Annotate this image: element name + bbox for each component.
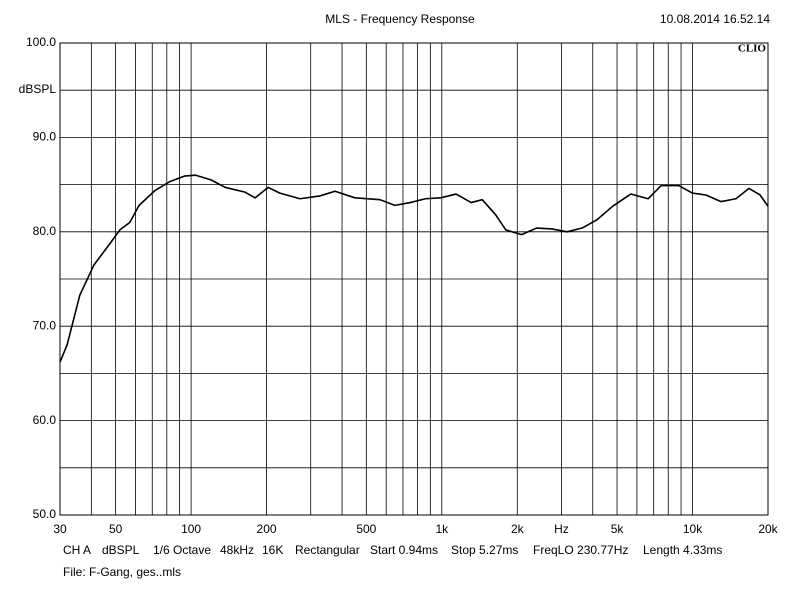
x-tick-label: 10k bbox=[683, 522, 703, 536]
measurement-info: 16K bbox=[262, 543, 283, 557]
x-tick-label: 500 bbox=[356, 522, 376, 536]
y-tick-label: 50.0 bbox=[33, 507, 57, 521]
x-tick-label: 100 bbox=[181, 522, 201, 536]
timestamp: 10.08.2014 16.52.14 bbox=[660, 12, 770, 26]
y-tick-label: 70.0 bbox=[33, 318, 57, 332]
x-tick-label: 200 bbox=[257, 522, 277, 536]
x-tick-label: 30 bbox=[53, 522, 67, 536]
plot-frame bbox=[59, 42, 769, 516]
measurement-info: CH A bbox=[63, 543, 91, 557]
chart-title: MLS - Frequency Response bbox=[325, 12, 475, 26]
x-tick-label: 20k bbox=[758, 522, 778, 536]
measurement-info: Start 0.94ms bbox=[370, 543, 438, 557]
x-tick-label: 5k bbox=[611, 522, 625, 536]
y-tick-label: 100.0 bbox=[26, 35, 56, 49]
x-tick-label: Hz bbox=[554, 522, 569, 536]
y-tick-label: 60.0 bbox=[33, 413, 57, 427]
x-tick-label: 1k bbox=[435, 522, 449, 536]
measurement-info: FreqLO 230.77Hz bbox=[533, 543, 628, 557]
response-curve bbox=[59, 174, 769, 363]
measurement-info: Rectangular bbox=[295, 543, 360, 557]
measurement-info: Length 4.33ms bbox=[643, 543, 722, 557]
x-tick-label: 50 bbox=[109, 522, 123, 536]
brand: CLIO bbox=[738, 43, 767, 55]
measurement-info: 1/6 Octave bbox=[153, 543, 211, 557]
x-tick-label: 2k bbox=[511, 522, 525, 536]
y-axis-label: dBSPL bbox=[19, 82, 57, 96]
measurement-info: Stop 5.27ms bbox=[451, 543, 518, 557]
y-tick-label: 80.0 bbox=[33, 224, 57, 238]
measurement-info: dBSPL bbox=[102, 543, 140, 557]
measurement-info: 48kHz bbox=[220, 543, 254, 557]
file-name: File: F-Gang, ges..mls bbox=[63, 565, 181, 579]
y-tick-label: 90.0 bbox=[33, 130, 57, 144]
